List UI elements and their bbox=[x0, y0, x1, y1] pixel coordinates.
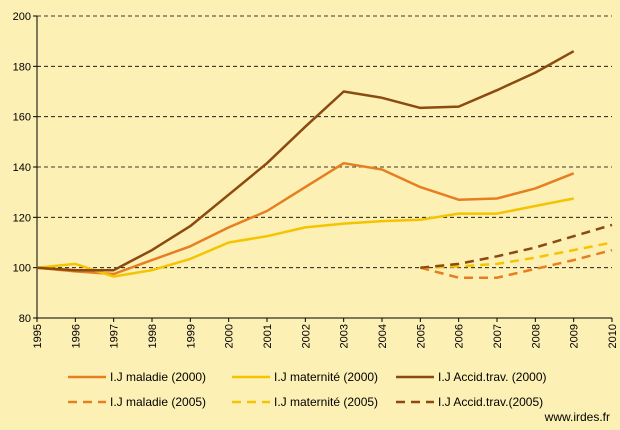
y-tick-label: 140 bbox=[13, 162, 31, 174]
x-tick-label: 2006 bbox=[454, 324, 466, 348]
series-line bbox=[420, 241, 613, 269]
x-tick-label: 2001 bbox=[262, 324, 274, 348]
y-tick-label: 200 bbox=[13, 11, 31, 23]
y-tick-label: 80 bbox=[19, 313, 31, 325]
x-tick-label: 2004 bbox=[377, 324, 389, 348]
x-tick-label: 1998 bbox=[147, 324, 159, 348]
series-lines bbox=[36, 50, 613, 279]
x-tick-label: 2000 bbox=[224, 324, 236, 348]
series-line bbox=[36, 50, 575, 272]
grid bbox=[37, 15, 612, 269]
x-tick-label: 2010 bbox=[607, 324, 619, 348]
series-line bbox=[36, 197, 574, 278]
y-tick-label: 100 bbox=[13, 263, 31, 275]
y-tick-label: 120 bbox=[13, 212, 31, 224]
legend: I.J maladie (2000) I.J maternité (2000) I.… bbox=[68, 370, 547, 409]
x-tick-label: 2003 bbox=[339, 324, 351, 348]
x-tick-label: 1997 bbox=[109, 324, 121, 348]
legend-label: I.J maladie (2005) bbox=[110, 395, 206, 409]
series-line bbox=[36, 161, 575, 276]
y-axis: 80 100 120 140 160 180 200 bbox=[13, 11, 38, 325]
x-tick-label: 2009 bbox=[569, 324, 581, 348]
x-tick-label: 1996 bbox=[70, 324, 82, 348]
legend-label: I.J maternité (2000) bbox=[274, 370, 378, 384]
x-tick-label: 1995 bbox=[32, 324, 44, 348]
legend-label: I.J maladie (2000) bbox=[110, 370, 206, 384]
x-tick-label: 2008 bbox=[530, 324, 542, 348]
x-axis: 1995 1996 1997 1998 1999 2000 2001 2002 2003 2004… bbox=[32, 317, 619, 348]
series-line bbox=[419, 248, 613, 279]
series-line bbox=[420, 223, 613, 269]
x-tick-label: 2005 bbox=[415, 324, 427, 348]
x-tick-label: 2002 bbox=[300, 324, 312, 348]
y-tick-label: 180 bbox=[13, 61, 31, 73]
x-tick-label: 1999 bbox=[185, 324, 197, 348]
x-tick-label: 2007 bbox=[492, 324, 504, 348]
y-tick-label: 160 bbox=[13, 112, 31, 124]
legend-label: I.J Accid.trav.(2005) bbox=[438, 395, 543, 409]
source-credit: www.irdes.fr bbox=[544, 410, 610, 424]
legend-label: I.J maternité (2005) bbox=[274, 395, 378, 409]
legend-label: I.J Accid.trav. (2000) bbox=[438, 370, 547, 384]
